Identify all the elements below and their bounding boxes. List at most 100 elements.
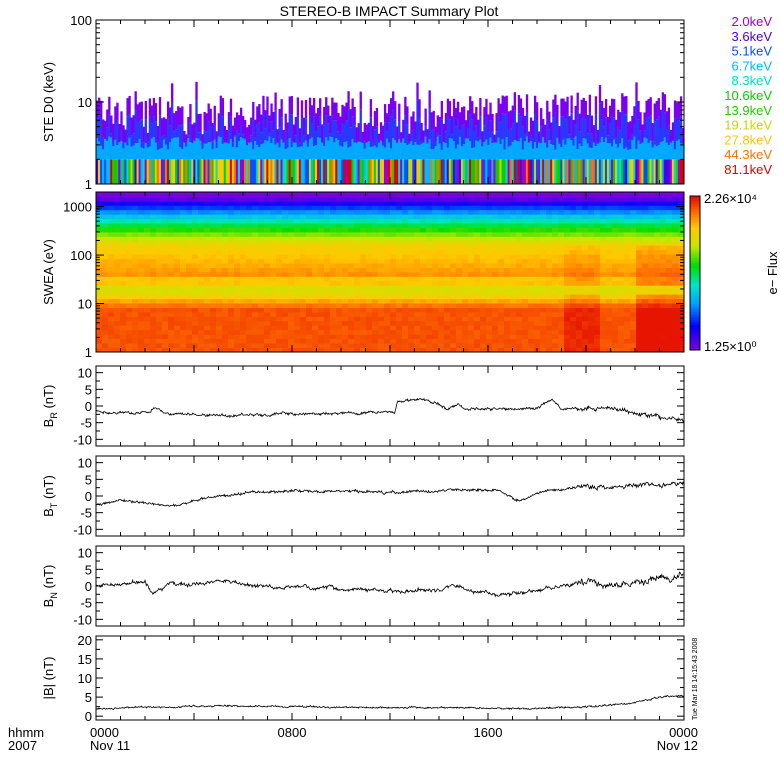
heat-cell [636, 285, 643, 291]
heat-cell [438, 285, 445, 291]
heat-cell [378, 249, 385, 255]
heat-cell [582, 196, 589, 202]
heat-cell [648, 320, 655, 326]
heat-cell [168, 320, 175, 326]
ste-bar [331, 97, 334, 116]
heat-cell [282, 192, 289, 197]
ste-bar [353, 125, 356, 143]
heat-cell [438, 316, 445, 322]
heat-cell [426, 334, 433, 340]
ste-bar [183, 140, 186, 160]
heat-cell [432, 196, 439, 202]
colorbar-segment [690, 221, 700, 225]
heat-cell [576, 245, 583, 251]
heat-cell [198, 325, 205, 331]
heat-cell [180, 245, 187, 251]
ste-bar [237, 115, 241, 134]
ste-bar [298, 146, 302, 160]
heat-cell [204, 272, 211, 277]
ste-bar [337, 140, 340, 160]
ste-bar [564, 144, 567, 160]
heat-cell [360, 254, 367, 260]
heat-cell [618, 303, 625, 308]
heat-cell [552, 200, 559, 206]
heat-cell [480, 223, 487, 228]
heat-cell [150, 285, 157, 291]
heat-cell [372, 205, 379, 211]
heat-cell [552, 223, 559, 228]
heat-cell [636, 289, 643, 295]
heat-cell [594, 312, 601, 317]
ste-bar [302, 159, 306, 184]
heat-cell [432, 303, 439, 308]
heat-cell [264, 263, 271, 268]
heat-cell [390, 263, 397, 268]
heat-cell [192, 347, 199, 353]
ste-bar [529, 159, 533, 184]
heat-cell [480, 329, 487, 335]
ste-bar [592, 159, 596, 184]
heat-cell [204, 320, 211, 326]
heat-cell [312, 280, 319, 286]
heat-cell [576, 192, 583, 197]
heat-cell [198, 236, 205, 242]
heat-cell [222, 285, 229, 291]
ste-bar [116, 120, 119, 145]
heat-cell [264, 325, 271, 331]
ste-bar [406, 124, 409, 146]
heat-cell [414, 245, 421, 251]
heat-cell [324, 240, 331, 246]
colorbar-segment [690, 257, 700, 261]
heat-cell [372, 334, 379, 340]
ste-bar [554, 112, 557, 150]
heat-cell [240, 245, 247, 251]
heat-cell [522, 289, 529, 295]
heat-cell [192, 272, 199, 277]
heat-cell [534, 316, 541, 322]
heat-cell [276, 232, 283, 237]
heat-cell [414, 338, 421, 344]
heat-cell [636, 303, 643, 308]
heat-cell [564, 218, 571, 224]
heat-cell [150, 254, 157, 260]
heat-cell [228, 320, 235, 326]
heat-cell [444, 232, 451, 237]
heat-cell [324, 312, 331, 317]
ste-bar [333, 142, 336, 160]
ste-bar [329, 115, 332, 134]
heat-cell [504, 218, 511, 224]
heat-cell [414, 232, 421, 237]
heat-cell [348, 298, 355, 304]
ste-bar [651, 159, 654, 184]
heat-cell [600, 303, 607, 308]
heat-cell [450, 320, 457, 326]
heat-cell [264, 329, 271, 335]
heat-cell [174, 254, 181, 260]
ste-legend: 2.0keV3.6keV5.1keV6.7keV8.3keV10.6keV13.… [724, 14, 772, 177]
heat-cell [198, 240, 205, 246]
heat-cell [426, 338, 433, 344]
heat-cell [432, 338, 439, 344]
heat-cell [180, 196, 187, 202]
ste-bar [452, 98, 456, 118]
ste-bar [130, 135, 133, 147]
ste-bar [511, 141, 514, 160]
heat-cell [618, 227, 625, 233]
heat-cell [636, 218, 643, 224]
heat-cell [450, 289, 457, 295]
ste-bar [270, 103, 273, 122]
ste-bar [333, 120, 336, 143]
ste-bar [629, 121, 632, 140]
heat-cell [168, 205, 175, 211]
heat-cell [558, 272, 565, 277]
heat-cell [114, 205, 121, 211]
heat-cell [312, 347, 319, 353]
heat-cell [126, 320, 133, 326]
heat-cell [120, 205, 127, 211]
heat-cell [654, 334, 661, 340]
heat-cell [474, 343, 481, 348]
heat-cell [252, 249, 259, 255]
heat-cell [576, 272, 583, 277]
heat-cell [228, 338, 235, 344]
ste-bar [250, 142, 253, 160]
